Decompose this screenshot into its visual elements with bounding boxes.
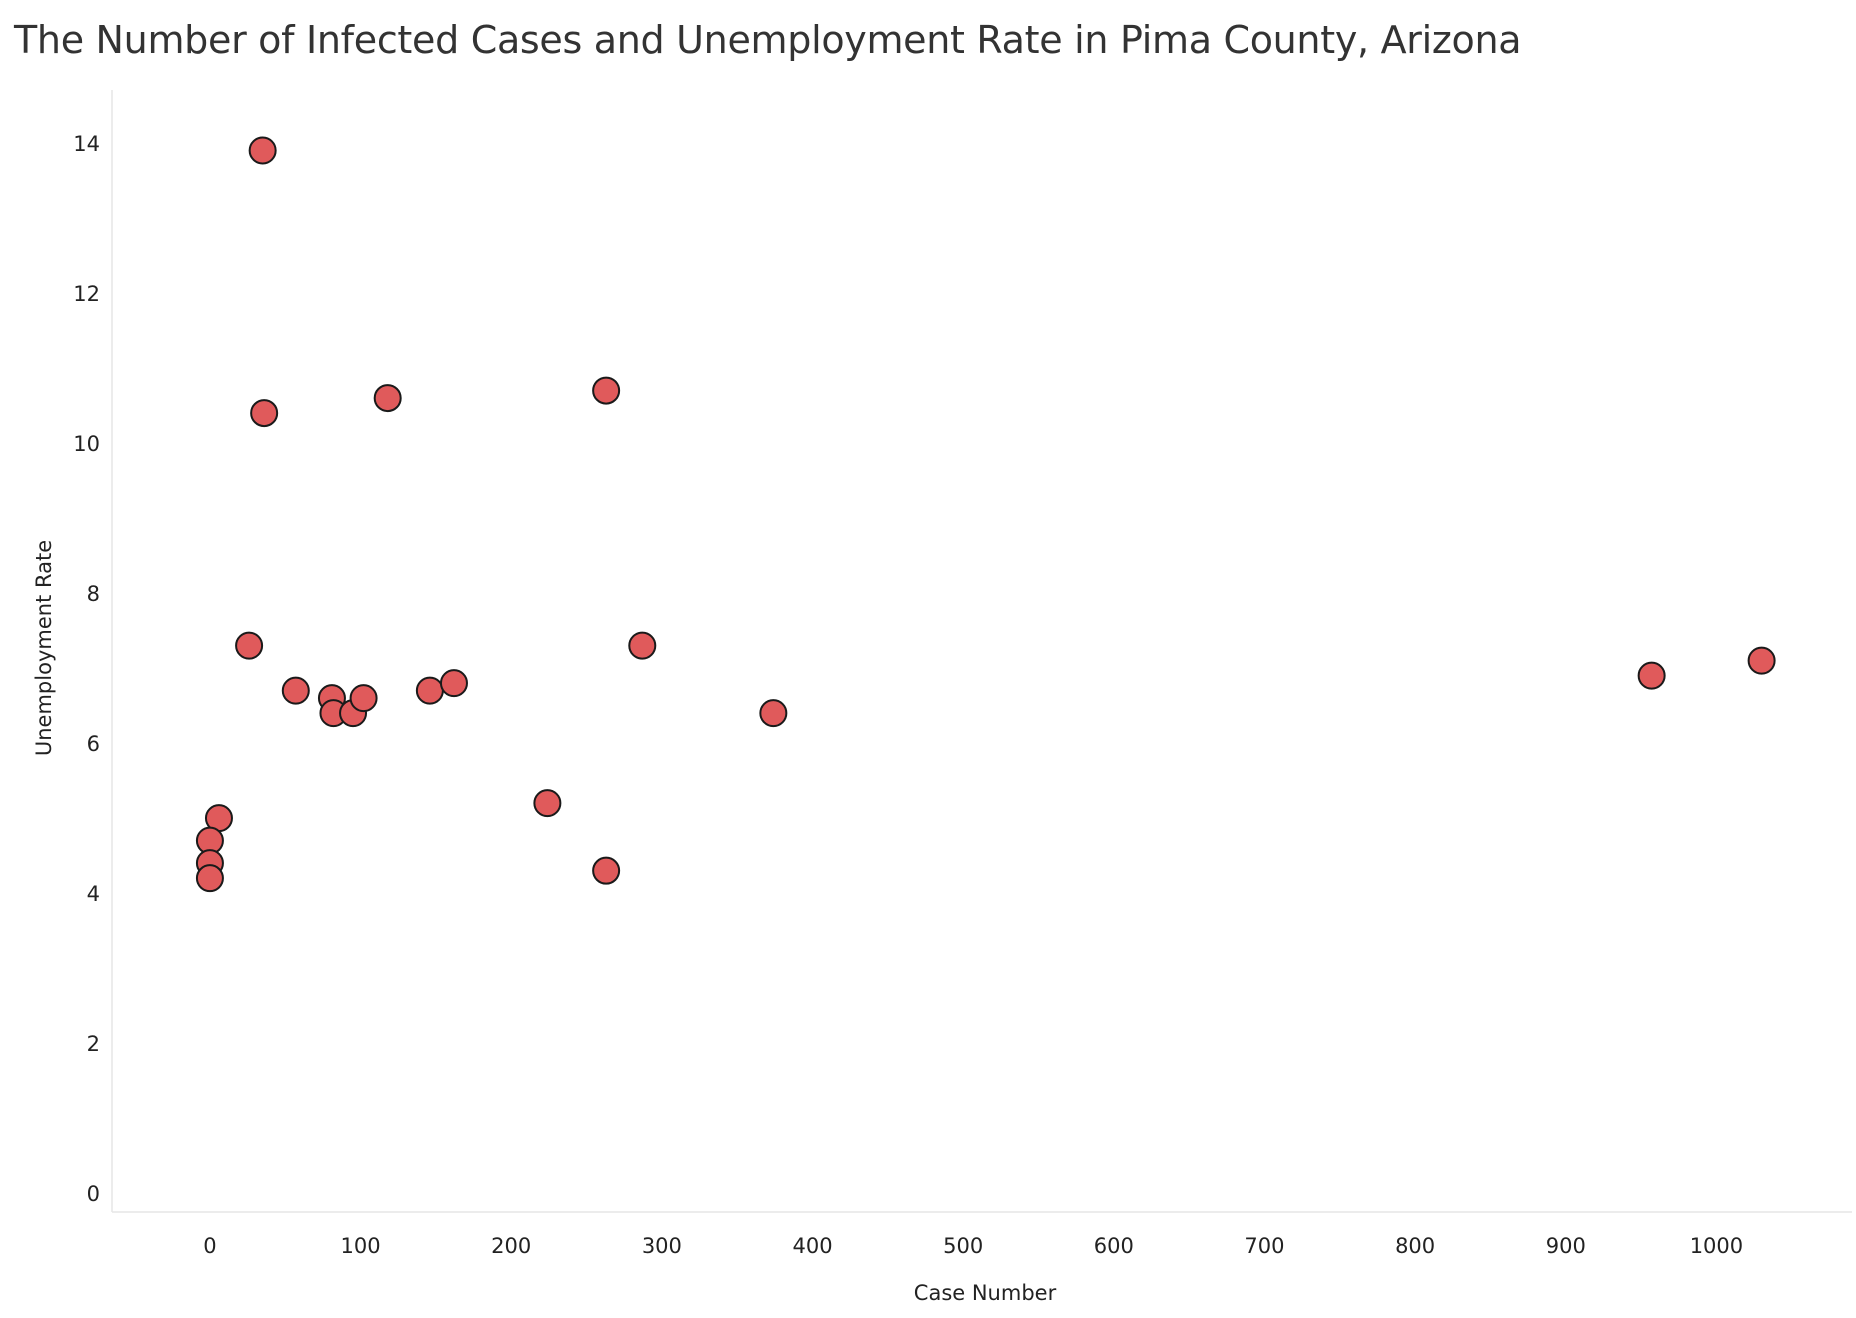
x-tick-label: 0 [203,1234,216,1258]
y-tick-label: 6 [87,732,100,756]
y-tick-label: 8 [87,582,100,606]
x-tick-label: 100 [341,1234,381,1258]
x-tick-label: 600 [1094,1234,1134,1258]
x-tick-label: 300 [642,1234,682,1258]
data-point [248,136,277,165]
data-point [250,399,279,428]
tick-labels: 0 2 4 6 8 10 12 14 0 100 200 300 400 500 600 700 800 900 1… [73,132,1743,1258]
data-point [533,789,562,818]
x-axis-title: Case Number [914,1281,1057,1305]
data-point [439,669,468,698]
x-tick-label: 1000 [1690,1234,1743,1258]
data-point [195,864,224,893]
y-tick-label: 4 [87,882,100,906]
data-point [349,684,378,713]
data-point [759,699,788,728]
data-point [281,676,310,705]
data-point [235,631,264,660]
x-tick-label: 200 [491,1234,531,1258]
y-tick-label: 14 [73,132,100,156]
data-point [628,631,657,660]
data-point [415,676,444,705]
data-point [592,856,621,885]
axes [111,90,1852,1213]
chart-title: The Number of Infected Cases and Unemplo… [14,18,1522,62]
data-point [592,376,621,405]
y-tick-label: 0 [87,1182,100,1206]
y-tick-label: 2 [87,1032,100,1056]
y-tick-label: 10 [73,432,100,456]
x-tick-label: 400 [792,1234,832,1258]
axis-titles: Case Number Unemployment Rate [32,540,1057,1305]
x-tick-label: 900 [1546,1234,1586,1258]
data-points [195,136,1776,893]
data-point [1637,661,1666,690]
data-point [1747,646,1776,675]
data-point [373,384,402,413]
x-tick-label: 700 [1244,1234,1284,1258]
x-tick-label: 800 [1395,1234,1435,1258]
y-tick-label: 12 [73,282,100,306]
y-axis-title: Unemployment Rate [32,540,56,756]
x-tick-label: 500 [943,1234,983,1258]
